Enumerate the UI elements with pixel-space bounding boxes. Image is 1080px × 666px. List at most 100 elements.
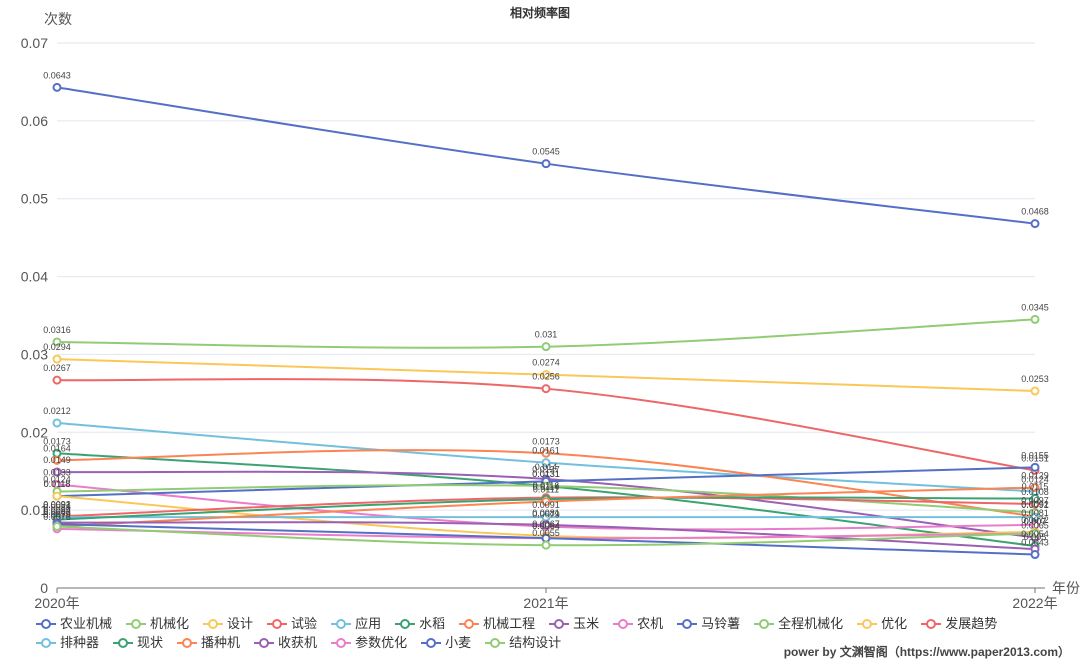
data-label: 0.0212: [43, 406, 71, 416]
data-point: [52, 491, 62, 501]
legend-label: 机械化: [150, 616, 190, 631]
data-label: 0.0092: [43, 499, 71, 509]
x-axis: 2020年 2021年 2022年: [34, 587, 1058, 611]
data-label: 0.0161: [532, 446, 560, 456]
legend-label: 马铃薯: [701, 616, 741, 631]
data-point: [1030, 462, 1040, 472]
legend-swatch-icon: [754, 618, 775, 630]
data-labels: 0.0643 0.0545 0.0468 0.0316 0.031 0.0345 0.029…: [43, 70, 1049, 547]
legend-item[interactable]: 农业机械: [36, 616, 112, 632]
data-label: 0.0137: [532, 464, 560, 474]
data-label: 0.0131: [532, 469, 560, 479]
legend-label: 优化: [881, 616, 908, 631]
legend-swatch-icon: [177, 637, 198, 649]
legend-item[interactable]: 农机: [613, 616, 663, 632]
data-point: [1030, 219, 1040, 229]
x-tick-label: 2021年: [523, 595, 568, 611]
data-label: 0.007: [1024, 517, 1047, 527]
data-label: 0.0091: [532, 500, 560, 510]
data-point: [1030, 550, 1040, 560]
data-point: [541, 497, 551, 507]
data-label: 0.0108: [1021, 487, 1049, 497]
legend-item[interactable]: 应用: [331, 616, 381, 632]
legend-item[interactable]: 收获机: [254, 635, 317, 651]
legend-item[interactable]: 马铃薯: [677, 616, 740, 632]
legend-item[interactable]: 水稻: [395, 616, 445, 632]
data-label: 0.0468: [1021, 207, 1049, 217]
data-point: [1030, 386, 1040, 396]
legend-swatch-icon: [421, 637, 442, 649]
data-point: [52, 418, 62, 428]
data-label: 0.0055: [532, 528, 560, 538]
data-point: [1030, 529, 1040, 538]
y-tick-label: 0: [40, 580, 48, 596]
legend-swatch-icon: [267, 618, 288, 630]
legend-label: 现状: [137, 635, 164, 650]
legend-item[interactable]: 机械工程: [459, 616, 535, 632]
data-point: [541, 342, 551, 352]
data-label: 0.0294: [43, 342, 71, 352]
data-point: [541, 159, 551, 169]
legend-item[interactable]: 机械化: [126, 616, 189, 632]
legend: 农业机械 机械化 设计 试验 应用 水稻 机械工程 玉米 农机 马铃薯 全程机械化 优化 发展趋势排种器…: [36, 616, 1066, 651]
legend-label: 玉米: [573, 616, 600, 631]
data-label: 0.0274: [532, 358, 560, 368]
legend-swatch-icon: [36, 618, 56, 630]
legend-item[interactable]: 试验: [267, 616, 317, 632]
line-chart: 0 0.01 0.02 0.03 0.04 0.05 0.06 0.07 2020年 2021年…: [21, 35, 1058, 611]
data-point: [541, 540, 551, 550]
y-tick-label: 0.03: [21, 346, 48, 362]
legend-label: 农机: [637, 616, 664, 631]
y-axis-label: 次数: [44, 11, 72, 27]
data-point: [52, 455, 62, 465]
legend-item[interactable]: 现状: [113, 635, 163, 651]
legend-item[interactable]: 结构设计: [485, 635, 561, 651]
data-label: 0.0081: [1021, 508, 1049, 518]
data-label: 0.0064: [532, 521, 560, 531]
legend-swatch-icon: [203, 618, 224, 630]
legend-label: 全程机械化: [778, 616, 844, 631]
data-label: 0.0267: [43, 363, 71, 373]
legend-item[interactable]: 设计: [203, 616, 253, 632]
y-tick-labels: 0 0.01 0.02 0.03 0.04 0.05 0.06 0.07: [21, 35, 48, 596]
data-label: 0.0115: [1022, 481, 1049, 491]
legend-item[interactable]: 播种机: [177, 635, 240, 651]
data-label: 0.0065: [1021, 520, 1049, 530]
data-label: 0.0545: [532, 147, 560, 157]
data-point: [541, 520, 551, 530]
legend-item[interactable]: 参数优化: [331, 635, 407, 651]
data-label: 0.0133: [43, 467, 71, 477]
data-label: 0.0081: [532, 508, 560, 518]
data-point: [52, 337, 62, 347]
data-label: 0.0084: [43, 506, 71, 516]
legend-item[interactable]: 优化: [857, 616, 907, 632]
legend-label: 排种器: [60, 635, 100, 650]
legend-item[interactable]: 全程机械化: [754, 616, 843, 632]
data-point: [52, 467, 62, 477]
legend-swatch-icon: [485, 637, 506, 649]
legend-item[interactable]: 小麦: [421, 635, 471, 651]
data-label: 0.0149: [43, 455, 71, 465]
legend-label: 结构设计: [509, 635, 562, 650]
legend-item[interactable]: 排种器: [36, 635, 99, 651]
legend-item[interactable]: 玉米: [549, 616, 599, 632]
data-label: 0.007: [1024, 517, 1047, 527]
data-label: 0.0116: [533, 481, 560, 491]
chart-title: 相对频率图: [509, 6, 570, 20]
data-label: 0.031: [535, 330, 558, 340]
data-label: 0.0118: [44, 479, 71, 489]
data-label: 0.0253: [1021, 374, 1049, 384]
data-label: 0.0129: [1021, 471, 1049, 481]
data-point: [541, 370, 551, 380]
data-label: 0.0072: [1021, 515, 1049, 525]
legend-swatch-icon: [921, 618, 942, 630]
legend-item[interactable]: 发展趋势: [921, 616, 997, 632]
legend-swatch-icon: [857, 618, 878, 630]
legend-label: 收获机: [278, 635, 318, 650]
data-label: 0.0064: [532, 521, 560, 531]
legend-label: 设计: [227, 616, 254, 631]
data-label: 0.0124: [43, 474, 71, 484]
data-label: 0.0118: [44, 479, 71, 489]
legend-label: 应用: [355, 616, 382, 631]
data-label: 0.0092: [1021, 499, 1049, 509]
